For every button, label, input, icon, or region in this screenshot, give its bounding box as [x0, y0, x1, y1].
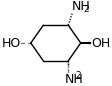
Text: 2: 2 — [75, 71, 81, 80]
Polygon shape — [81, 42, 90, 44]
Text: OH: OH — [91, 36, 110, 50]
Text: NH: NH — [72, 0, 91, 13]
Text: 2: 2 — [83, 5, 89, 14]
Text: HO: HO — [1, 36, 21, 50]
Text: NH: NH — [64, 73, 83, 86]
